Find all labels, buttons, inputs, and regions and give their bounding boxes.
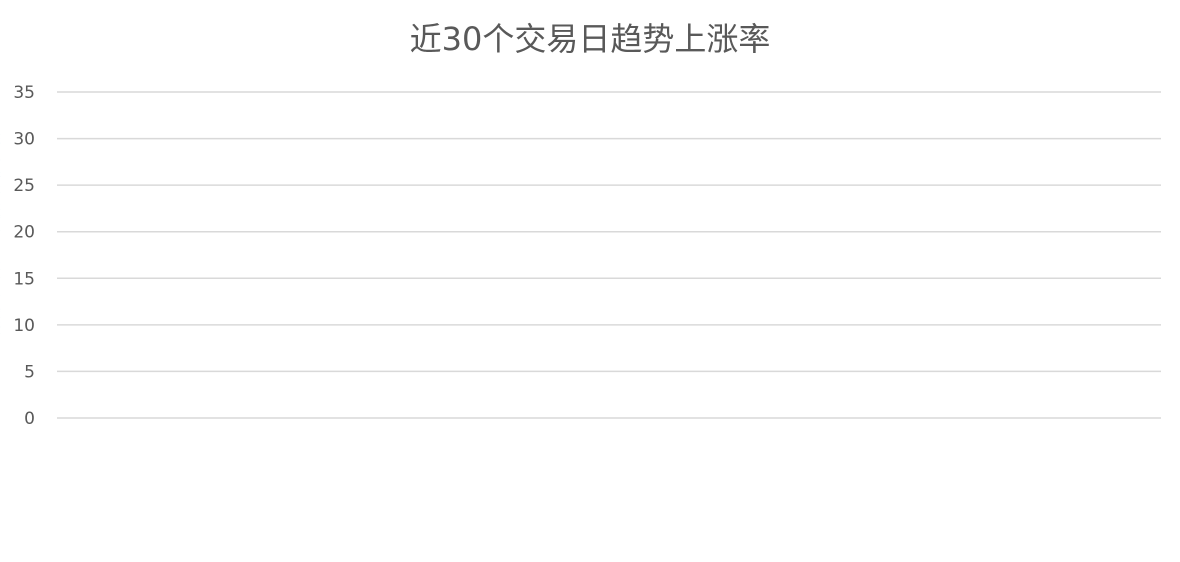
y-tick-label: 15: [13, 269, 35, 289]
y-tick-label: 35: [13, 83, 35, 103]
y-tick-label: 20: [13, 223, 35, 243]
y-tick-label: 0: [24, 409, 35, 429]
chart-title: 近30个交易日趋势上涨率: [409, 20, 771, 58]
y-tick-label: 10: [13, 316, 35, 336]
y-tick-label: 5: [24, 362, 35, 382]
y-tick-label: 25: [13, 176, 35, 196]
y-tick-label: 30: [13, 130, 35, 150]
